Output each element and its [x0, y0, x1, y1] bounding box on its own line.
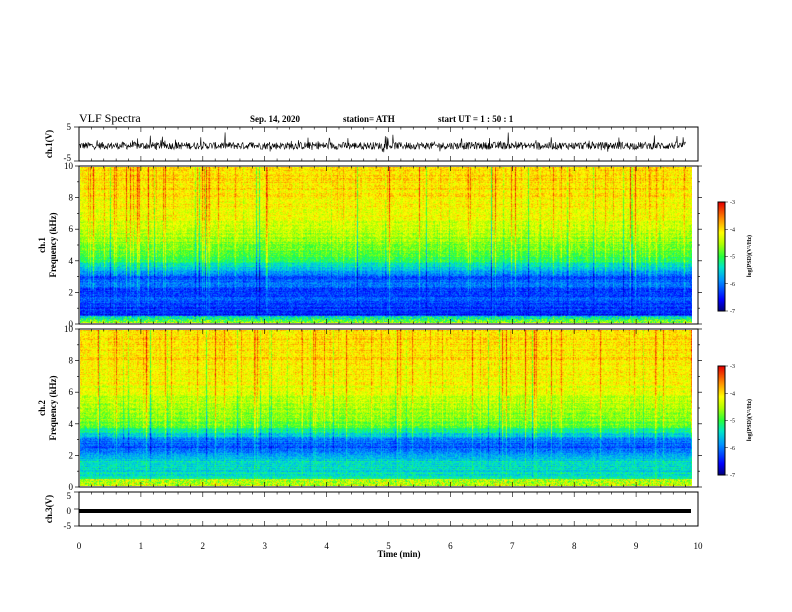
ch1-spectrogram-ylabel-channel: ch.1	[37, 237, 47, 253]
ch3-waveform-ticks	[74, 491, 699, 527]
colorbar-tick-label: -6	[730, 446, 735, 452]
ch1-colorbar-ticks: -3 -4 -5 -6 -7	[725, 200, 735, 315]
ch2-spectrogram-panel: 0 2 4 6 8 10 ch.2 Frequency (kHz)	[37, 324, 702, 492]
time-tick-label: 5	[386, 541, 391, 551]
frequency-tick-label: 4	[69, 256, 74, 266]
time-tick-label: 9	[634, 541, 639, 551]
x-axis-label: Time (min)	[377, 549, 420, 559]
frequency-tick-label: 8	[69, 193, 74, 203]
colorbar-tick-label: -3	[730, 364, 735, 370]
ch3-waveform-line	[79, 509, 691, 513]
ch1-waveform-line	[78, 132, 686, 153]
colorbar-tick-label: -6	[730, 282, 735, 288]
ch1-waveform-ylabel: ch.1(V)	[44, 130, 54, 158]
ch1-colorbar-wrap	[718, 202, 725, 311]
colorbar-tick-label: -7	[730, 309, 735, 315]
frequency-tick-label: 0	[69, 482, 74, 492]
colorbar-tick-label: -5	[730, 255, 735, 261]
frequency-tick-label: 2	[69, 450, 74, 460]
frequency-tick-label: 6	[69, 387, 74, 397]
time-tick-label: 3	[262, 541, 267, 551]
colorbar-tick-label: -7	[730, 473, 735, 479]
time-tick-label: 2	[201, 541, 206, 551]
colorbar-tick-label: -5	[730, 419, 735, 425]
ch2-colorbar-wrap	[718, 366, 725, 475]
ch2-spectrogram-image	[80, 330, 692, 486]
x-axis-tick-labels: 0 1 2 3 4 5 6 7 8 9 10	[77, 541, 703, 551]
ch1-ytick-bottom: -5	[64, 153, 72, 163]
time-tick-label: 6	[448, 541, 453, 551]
ch1-ytick-top: 5	[67, 122, 72, 132]
frequency-tick-label: 0	[69, 319, 74, 329]
ch1-waveform-ticks	[74, 126, 699, 162]
ch1-spectrogram-ylabel-frequency: Frequency (kHz)	[48, 212, 58, 277]
frequency-tick-label: 6	[69, 224, 74, 234]
ch1-colorbar: -3 -4 -5 -6 -7 log(PSD)(V²/Hz)	[717, 200, 753, 315]
time-tick-label: 1	[139, 541, 144, 551]
ch1-colorbar-gradient	[718, 202, 725, 311]
time-tick-label: 7	[510, 541, 515, 551]
ch1-spectrogram-xticks	[78, 166, 699, 324]
ch2-colorbar-label: log(PSD)(V²/Hz)	[746, 399, 753, 441]
colorbar-tick-label: -4	[730, 391, 735, 397]
ch2-spectrogram-ylabel-channel: ch.2	[37, 400, 47, 416]
date-label: Sep. 14, 2020	[250, 114, 301, 124]
ch2-colorbar-gradient	[718, 366, 725, 475]
frequency-tick-label: 10	[64, 324, 74, 334]
ch2-colorbar: -3 -4 -5 -6 -7 log(PSD)(V²/Hz)	[717, 364, 753, 479]
ch3-ytick-top: 5	[67, 491, 72, 501]
station-label: station= ATH	[343, 114, 395, 124]
time-tick-label: 0	[77, 541, 82, 551]
ch3-waveform-ylabel: ch.3(V)	[44, 495, 54, 523]
colorbar-tick-label: -4	[730, 227, 735, 233]
start-time-label: start UT = 1 : 50 : 1	[438, 114, 514, 124]
ch1-spectrogram-panel: 0 2 4 6 8 10 ch.1 Frequency (kHz)	[37, 161, 702, 329]
frequency-tick-label: 4	[69, 419, 74, 429]
time-tick-label: 8	[572, 541, 577, 551]
ch1-spectrogram-canvas-wrap	[80, 167, 692, 323]
ch2-spectrogram-ylabel-frequency: Frequency (kHz)	[48, 375, 58, 440]
ch2-colorbar-ticks: -3 -4 -5 -6 -7	[725, 364, 735, 479]
frequency-tick-label: 10	[64, 161, 74, 171]
time-tick-label: 10	[694, 541, 704, 551]
ch1-spectrogram-image	[80, 167, 692, 323]
figure-title: VLF Spectra	[79, 111, 141, 125]
ch3-ytick-mid: 0	[67, 506, 72, 516]
frequency-tick-label: 2	[69, 287, 74, 297]
colorbar-tick-label: -3	[730, 200, 735, 206]
ch2-spectrogram-yticks: 0 2 4 6 8 10	[64, 324, 702, 492]
ch2-spectrogram-xticks	[78, 329, 699, 487]
frequency-tick-label: 8	[69, 356, 74, 366]
ch1-colorbar-label: log(PSD)(V²/Hz)	[746, 235, 753, 277]
ch3-waveform-panel: 5 0 -5 ch.3(V)	[44, 491, 699, 531]
ch2-spectrogram-canvas-wrap	[80, 330, 692, 486]
ch1-waveform-panel: 5 -5 ch.1(V)	[44, 122, 699, 163]
ch1-spectrogram-yticks: 0 2 4 6 8 10	[64, 161, 702, 329]
time-tick-label: 4	[324, 541, 329, 551]
ch3-ytick-bottom: -5	[64, 521, 72, 531]
